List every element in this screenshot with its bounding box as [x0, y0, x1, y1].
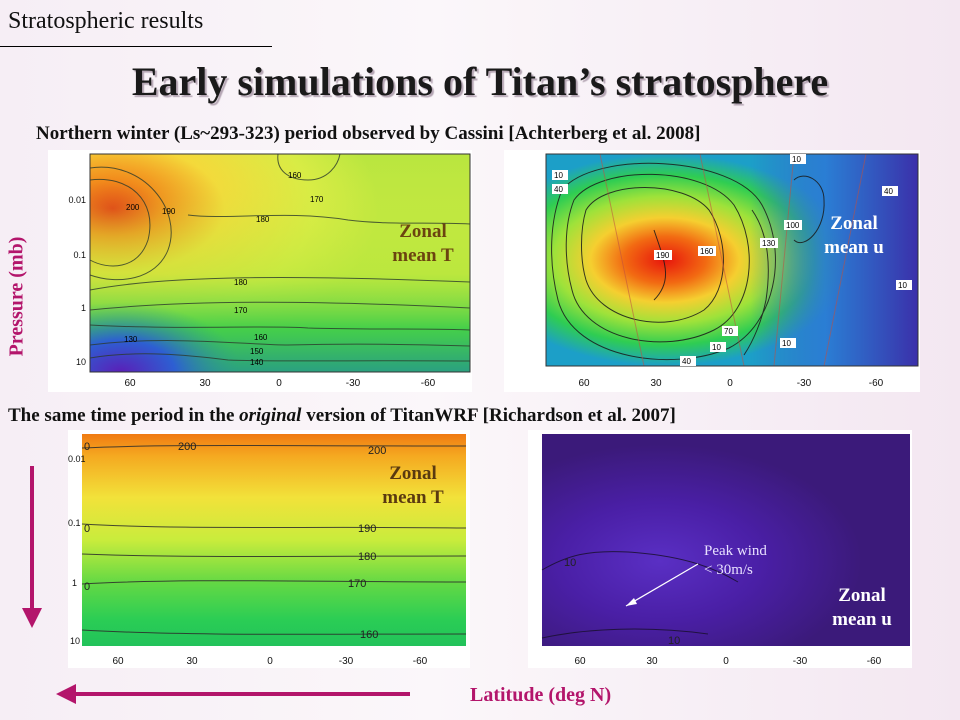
latitude-tick: 30 [199, 378, 211, 389]
contour-label: 200 [178, 441, 196, 453]
obs-temperature-label: Zonal mean T [368, 220, 478, 268]
latitude-tick: -30 [797, 378, 812, 389]
pressure-tick: 10 [70, 636, 80, 646]
contour-label: 0 [84, 581, 90, 593]
latitude-tick: 60 [574, 656, 586, 667]
contour-label: 0 [84, 441, 90, 453]
label-line: Zonal [399, 221, 447, 242]
contour-label: 140 [250, 358, 264, 367]
contour-label: 10 [668, 635, 680, 647]
contour-label: 200 [368, 445, 386, 457]
contour-label: 190 [358, 523, 376, 535]
model-temperature-label: Zonal mean T [358, 462, 468, 510]
label-line: mean u [824, 237, 884, 258]
label-line: mean T [382, 487, 444, 508]
latitude-tick: 30 [186, 656, 198, 667]
section-divider [0, 46, 272, 47]
observed-caption: Northern winter (Ls~293-323) period obse… [36, 123, 701, 144]
contour-label: 180 [256, 215, 270, 224]
annotation-arrow [625, 563, 699, 607]
contour-label: 200 [126, 203, 140, 212]
pressure-tick: 0.01 [68, 195, 86, 205]
section-tag: Stratospheric results [8, 8, 204, 34]
contour-label: 160 [288, 171, 302, 180]
arrow-head-icon [626, 598, 637, 606]
contour-label: 170 [348, 578, 366, 590]
contour-label: 10 [712, 343, 721, 352]
pressure-tick: 1 [72, 578, 77, 588]
latitude-tick: -60 [421, 378, 436, 389]
annotation-line: < 30m/s [704, 562, 753, 578]
down-arrow-icon [22, 466, 42, 628]
observed-wind-panel: 10 10 40 190 160 130 100 40 70 10 10 40 … [504, 150, 920, 392]
obs-wind-label: Zonal mean u [804, 212, 904, 260]
model-caption-prefix: The same time period in the [8, 405, 240, 426]
latitude-tick: 60 [124, 378, 136, 389]
latitude-axis-label: Latitude (deg N) [470, 684, 612, 706]
latitude-tick: -30 [339, 656, 354, 667]
model-wind-label: Zonal mean u [814, 584, 910, 632]
model-caption: The same time period in the original ver… [8, 405, 676, 427]
label-line: Zonal [389, 463, 437, 484]
contour-label: 0 [84, 523, 90, 535]
latitude-tick: -60 [867, 656, 882, 667]
contour-label: 40 [682, 357, 691, 366]
contour-label: 180 [358, 551, 376, 563]
pressure-tick: 1 [81, 303, 86, 313]
contour-label: 160 [700, 247, 714, 256]
latitude-tick: 0 [723, 656, 729, 667]
contour-label: 130 [124, 335, 138, 344]
label-line: mean T [392, 245, 454, 266]
label-line: mean u [832, 609, 892, 630]
contour-label: 190 [162, 207, 176, 216]
latitude-tick: -30 [793, 656, 808, 667]
contour-label: 160 [360, 629, 378, 641]
slide-title: Early simulations of Titan’s stratospher… [131, 59, 829, 104]
model-caption-italic: original [239, 405, 302, 426]
contour-label: 40 [554, 185, 563, 194]
latitude-tick: 30 [646, 656, 658, 667]
observed-temperature-panel: 200 190 160 170 180 180 170 160 150 140 … [48, 150, 472, 392]
latitude-tick: -60 [869, 378, 884, 389]
latitude-tick: 0 [727, 378, 733, 389]
contour-label: 150 [250, 347, 264, 356]
contour-label: 10 [554, 171, 563, 180]
contour-label: 170 [234, 306, 248, 315]
pressure-axis-label: Pressure (mb) [5, 236, 28, 357]
latitude-tick: -30 [346, 378, 361, 389]
latitude-tick: -60 [413, 656, 428, 667]
latitude-tick: 60 [578, 378, 590, 389]
contour-label: 190 [656, 251, 670, 260]
model-caption-suffix: version of TitanWRF [Richardson et al. 2… [301, 405, 676, 426]
latitude-tick: 60 [112, 656, 124, 667]
contour-label: 130 [762, 239, 776, 248]
left-arrow-icon [56, 684, 410, 704]
pressure-tick: 10 [76, 357, 86, 367]
label-line: Zonal [838, 585, 886, 606]
pressure-tick: 0.01 [68, 454, 86, 464]
label-line: Zonal [830, 213, 878, 234]
peak-wind-annotation: Peak wind < 30m/s [704, 542, 794, 580]
contour-label: 180 [234, 278, 248, 287]
latitude-tick: 0 [276, 378, 282, 389]
contour-label: 10 [898, 281, 907, 290]
model-temperature-panel: 0 200 200 190 0 180 170 0 160 0.01 0.1 1… [68, 430, 470, 668]
contour-label: 40 [884, 187, 893, 196]
contour-label: 10 [782, 339, 791, 348]
contour-label: 160 [254, 333, 268, 342]
model-wind-panel: 10 10 60 30 0 -30 -60 Peak wind < 30m/s … [528, 430, 912, 668]
contour-label: 10 [564, 557, 576, 569]
latitude-tick: 30 [650, 378, 662, 389]
latitude-tick: 0 [267, 656, 273, 667]
contour-label: 70 [724, 327, 733, 336]
contour-label: 10 [792, 155, 801, 164]
pressure-tick: 0.1 [73, 250, 86, 260]
contour-label: 100 [786, 221, 800, 230]
pressure-tick: 0.1 [68, 518, 81, 528]
annotation-line: Peak wind [704, 543, 767, 559]
contour-label: 170 [310, 195, 324, 204]
